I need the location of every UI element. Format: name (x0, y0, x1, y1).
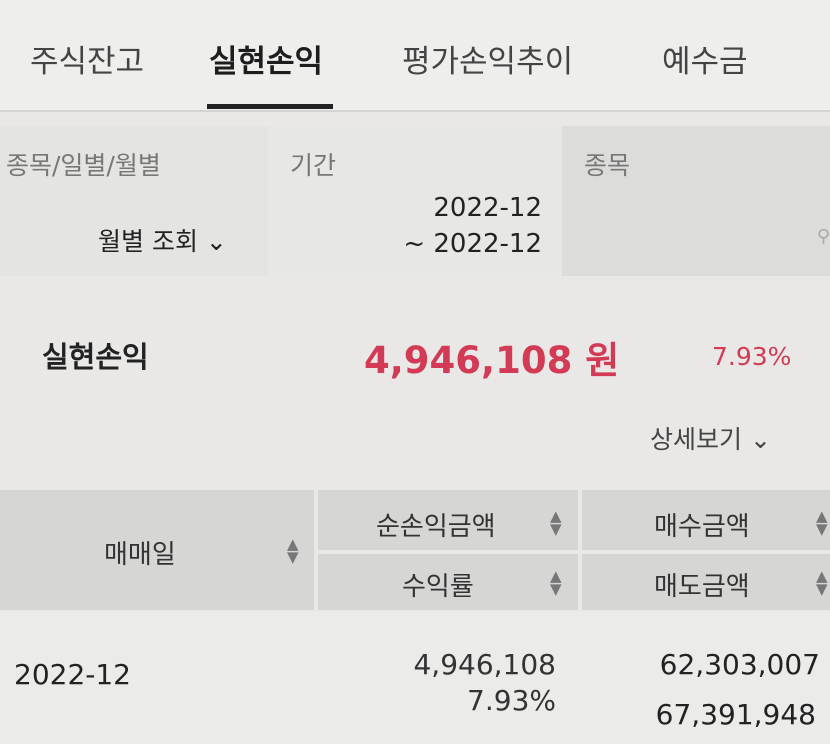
header-net-profit-label: 순손익금액 (376, 512, 496, 542)
type-value: 월별 조회 (98, 227, 198, 256)
chevron-down-icon: ⌄ (749, 425, 771, 454)
summary-rate: 7.93% (712, 342, 792, 371)
type-filter[interactable]: 종목/일별/월별 월별 조회 ⌄ (0, 126, 268, 276)
header-date-label: 매매일 (104, 540, 176, 570)
row-rate: 7.93% (467, 684, 556, 717)
sort-icon[interactable]: ▲ ▼ (287, 535, 299, 566)
header-buy[interactable]: 매수금액 ▲ ▼ (582, 490, 830, 550)
chevron-down-icon: ⌄ (205, 227, 227, 256)
tab-deposit[interactable]: 예수금 (662, 44, 748, 80)
summary-label: 실현손익 (42, 340, 149, 374)
detail-toggle[interactable]: 상세보기 ⌄ (650, 420, 771, 456)
stock-filter[interactable]: 종목 ⚲ (562, 126, 830, 276)
sort-icon[interactable]: ▲ ▼ (816, 567, 828, 598)
type-label: 종목/일별/월별 (6, 151, 161, 180)
row-net-profit: 4,946,108 (413, 648, 556, 681)
header-rate-label: 수익률 (402, 572, 474, 602)
tab-valuation-trend[interactable]: 평가손익추이 (402, 44, 574, 80)
header-net-profit[interactable]: 순손익금액 ▲ ▼ (318, 490, 578, 550)
sort-icon[interactable]: ▲ ▼ (816, 507, 828, 538)
tab-stock-balance[interactable]: 주식잔고 (30, 44, 145, 80)
summary-amount: 4,946,108 원 (364, 339, 620, 382)
table-row[interactable]: 2022-12 4,946,108 7.93% 62,303,007 67,39… (0, 612, 830, 744)
period-label: 기간 (290, 151, 337, 180)
sort-icon[interactable]: ▲ ▼ (550, 567, 562, 598)
header-date[interactable]: 매매일 ▲ ▼ (0, 490, 314, 610)
type-select[interactable]: 월별 조회 ⌄ (98, 222, 227, 258)
detail-label: 상세보기 (650, 425, 743, 454)
row-sell: 67,391,948 (655, 698, 816, 731)
period-to: ~ 2022-12 (403, 229, 542, 259)
stock-label: 종목 (584, 151, 631, 180)
period-from: 2022-12 (433, 193, 542, 223)
row-date: 2022-12 (14, 658, 131, 691)
active-tab-indicator (207, 104, 333, 109)
header-rate[interactable]: 수익률 ▲ ▼ (318, 554, 578, 610)
header-sell-label: 매도금액 (654, 572, 750, 602)
search-icon[interactable]: ⚲ (816, 226, 830, 247)
header-buy-label: 매수금액 (654, 512, 750, 542)
row-buy: 62,303,007 (659, 648, 820, 681)
tab-realized-profit[interactable]: 실현손익 (209, 44, 324, 80)
period-filter[interactable]: 기간 2022-12 ~ 2022-12 (268, 126, 562, 276)
tab-bar: 주식잔고 실현손익 평가손익추이 예수금 (0, 0, 830, 112)
header-sell[interactable]: 매도금액 ▲ ▼ (582, 554, 830, 610)
sort-icon[interactable]: ▲ ▼ (550, 507, 562, 538)
